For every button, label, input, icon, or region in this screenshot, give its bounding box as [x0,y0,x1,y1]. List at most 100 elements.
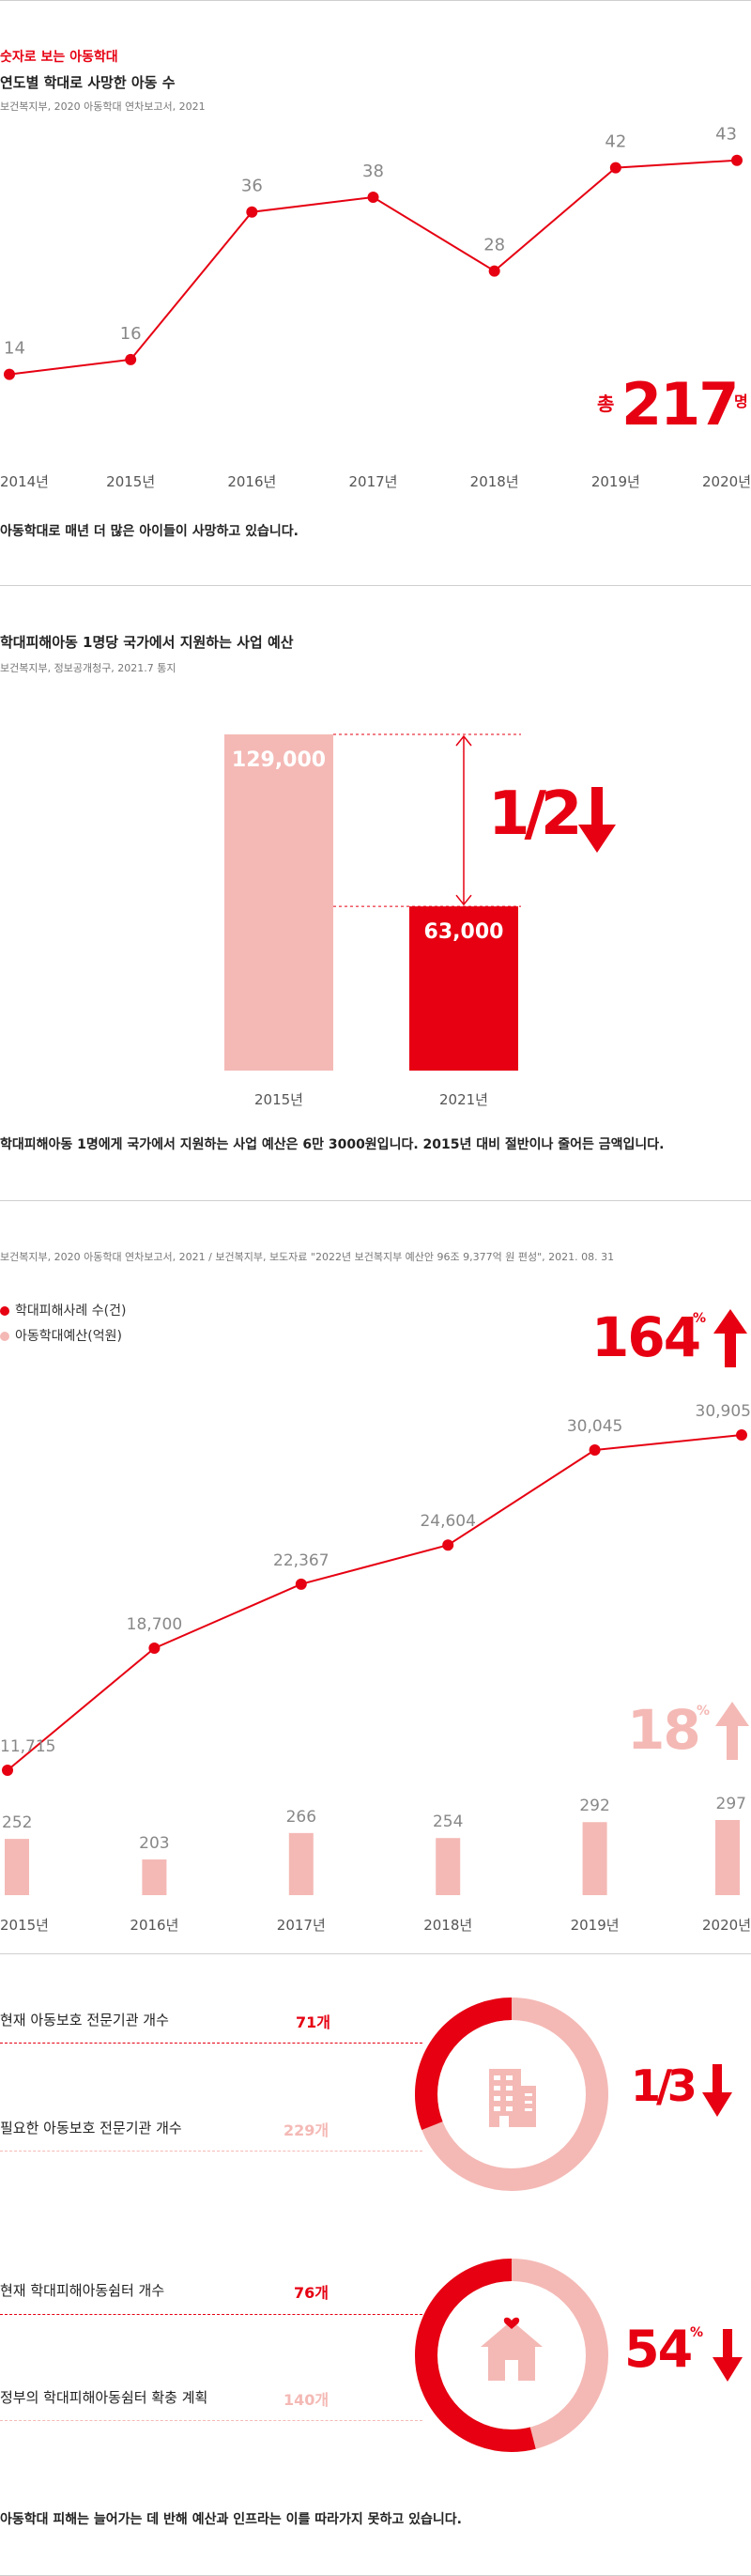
gauge1-needed-label: 필요한 아동보호 전문기관 개수 [0,2120,182,2136]
arrow-down-icon [578,787,616,853]
year-tick-label: 2016년 [130,1917,178,1934]
legend-budget-label: 아동학대예산(억원) [15,1329,122,1344]
deaths-data-label: 42 [605,132,626,152]
legend-budget-swatch [0,1332,9,1341]
budget-bar [715,1820,740,1895]
cases-point [2,1765,13,1776]
final-summary: 아동학대 피해는 늘어가는 데 반해 예산과 인프라는 이를 따라가지 못하고 … [0,2512,462,2527]
arrow-down-icon [702,2064,732,2117]
budget-data-label: 203 [139,1834,169,1853]
gauge-fill-arc [415,2259,608,2452]
gauge1-ratio: 1/3 [631,2055,751,2130]
gauge1-current-value: 71개 [296,2013,330,2031]
year-tick-label: 2015년 [106,473,155,490]
budget-value-label: 129,000 [232,748,326,772]
arrow-down-icon [713,2329,743,2382]
deaths-point [246,206,258,218]
difference-arrowhead-up [455,734,472,747]
cases-line [7,1434,743,1771]
gauge1-needed-value: 229개 [284,2121,330,2139]
chart2-source: 보건복지부, 정보공개청구, 2021.7 통지 [0,662,176,674]
arrow-up-icon [715,1702,749,1760]
chart1-summary: 아동학대로 매년 더 많은 아이들이 사망하고 있습니다. [0,524,299,539]
deaths-point [125,353,137,365]
cases-data-label: 24,604 [420,1512,475,1531]
total-unit: 명 [734,393,748,410]
cases-data-label: 22,367 [273,1551,329,1570]
legend-cases-swatch [0,1306,9,1316]
section-divider [0,585,751,586]
cases-point [736,1429,747,1441]
deaths-line-chart: 14 16 36 38 28 42 43 2014년 2015년 2016년 2017년 2018년 2… [0,125,751,490]
year-tick-label: 2020년 [702,1917,751,1934]
gauge2-guide-line [0,2420,422,2421]
legend-budget: 아동학대예산(억원) [0,1326,122,1345]
total-deaths: 총 217 명 [597,370,751,441]
gauge2-plan-label: 정부의 학대피해아동쉼터 확충 계획 [0,2389,208,2406]
budget-year-label: 2021년 [439,1091,488,1108]
section-label: 숫자로 보는 아동학대 [0,50,118,65]
gauge2-current-value: 76개 [294,2284,329,2302]
budget-bar [436,1838,461,1895]
gauge1-ratio-text: 1/3 [631,2060,697,2111]
year-tick-label: 2014년 [0,473,49,490]
cases-data-label: 30,905 [696,1402,751,1421]
budget-bar [288,1832,314,1895]
budget-data-label: 266 [286,1808,316,1827]
deaths-point [609,162,621,174]
deaths-data-label: 43 [715,125,737,145]
cases-point [148,1643,161,1655]
cases-data-label: 11,715 [0,1737,55,1756]
cases-budget-chart: 11,715 18,700 22,367 24,604 30,045 30,905 252 2… [0,1402,751,1934]
gauge2-plan-value: 140개 [284,2391,330,2409]
deaths-data-label: 28 [483,236,505,255]
arrow-up-icon [713,1309,747,1367]
ratio-text: 1/2 [488,779,582,849]
difference-arrowhead-down [455,894,472,906]
budget-value-label: 63,000 [424,920,504,944]
cases-point [442,1539,454,1551]
budget-bar [224,734,333,1071]
gauge1-guide-line [0,2151,422,2152]
deaths-point [488,265,500,277]
cases-increase-value: 164 [591,1305,701,1369]
gauge1-guide-line [0,2043,422,2044]
budget-data-label: 297 [716,1795,746,1813]
chart2-summary: 학대피해아동 1명에게 국가에서 지원하는 사업 예산은 6만 3000원입니다… [0,1137,665,1152]
chart3-source: 보건복지부, 2020 아동학대 연차보고서, 2021 / 보건복지부, 보도… [0,1251,615,1263]
gauge2-current-label: 현재 학대피해아동쉼터 개수 [0,2282,165,2299]
chart1-title: 연도별 학대로 사망한 아동 수 [0,74,176,91]
legend-cases: 학대피해사례 수(건) [0,1301,126,1319]
budget-bar [582,1822,607,1895]
budget-ratio: 1/2 [488,770,629,873]
cases-point [295,1578,307,1590]
deaths-data-label: 14 [4,339,25,359]
year-tick-label: 2019년 [571,1917,620,1934]
budget-increase: 18 % [627,1698,751,1773]
cases-data-label: 18,700 [127,1615,182,1634]
gauge1-donut [415,1998,608,2191]
budget-data-label: 252 [2,1813,32,1832]
year-tick-label: 2018년 [470,473,519,490]
deaths-point [4,368,15,380]
chart2-title: 학대피해아동 1명당 국가에서 지원하는 사업 예산 [0,634,294,651]
deaths-point [731,154,743,166]
budget-bar-chart: 129,000 2015년 63,000 2021년 [224,733,521,1108]
building-icon [489,2069,536,2127]
deaths-data-label: 38 [362,162,384,181]
cases-increase: 164 % [591,1305,751,1381]
year-tick-label: 2016년 [227,473,276,490]
gauge2-donut [415,2259,608,2452]
gauge2-ratio-value: 54 [624,2320,693,2379]
year-tick-label: 2017년 [349,473,398,490]
chart1-source: 보건복지부, 2020 아동학대 연차보고서, 2021 [0,100,206,113]
gauge1-current-label: 현재 아동보호 전문기관 개수 [0,2012,169,2028]
budget-increase-value: 18 [627,1698,701,1762]
gauge2-ratio-percent: % [690,2325,704,2340]
gauge2-ratio: 54 % [624,2320,751,2395]
year-tick-label: 2017년 [277,1917,326,1934]
budget-increase-percent: % [697,1704,711,1719]
legend-cases-label: 학대피해사례 수(건) [15,1303,127,1319]
deaths-data-label: 36 [241,177,263,196]
deaths-point [367,192,379,203]
